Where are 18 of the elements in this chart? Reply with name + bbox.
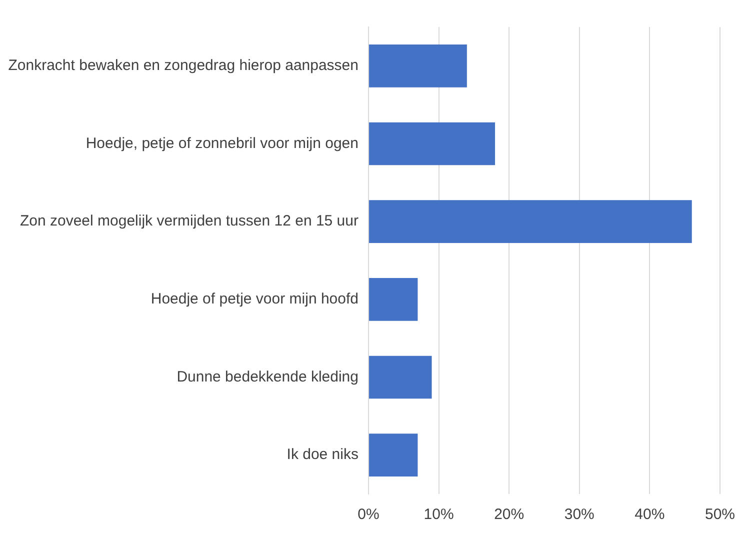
y-tick-label: Zon zoveel mogelijk vermijden tussen 12 en 15 uur xyxy=(20,212,358,230)
y-tick-label: Dunne bedekkende kleding xyxy=(176,368,358,386)
bar xyxy=(369,200,692,243)
x-tick-label: 30% xyxy=(564,506,594,524)
y-tick-label: Zonkracht bewaken en zongedrag hierop aanpassen xyxy=(8,57,358,74)
y-tick-label: Ik doe niks xyxy=(286,446,358,464)
bar xyxy=(369,356,432,399)
bar xyxy=(369,122,496,166)
x-tick-label: 50% xyxy=(704,506,736,524)
x-tick-label: 10% xyxy=(424,506,454,524)
x-tick-label: 20% xyxy=(494,506,524,524)
y-tick-label: Hoedje, petje of zonnebril voor mijn ogen xyxy=(86,134,358,152)
y-tick-label: Hoedje of petje voor mijn hoofd xyxy=(150,290,358,308)
x-tick-label: 40% xyxy=(634,506,665,524)
x-tick-label: 0% xyxy=(358,506,380,524)
bar xyxy=(369,278,418,321)
bar xyxy=(369,434,418,476)
bar xyxy=(369,44,467,88)
